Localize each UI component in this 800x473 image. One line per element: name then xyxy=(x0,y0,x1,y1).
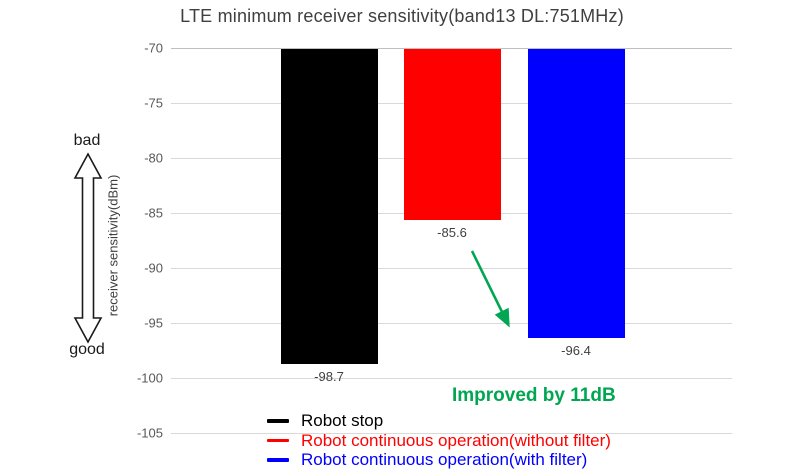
gridline xyxy=(171,433,732,434)
y-axis-tick-label: -70 xyxy=(144,40,163,56)
bad-label: bad xyxy=(73,132,101,149)
bad-good-double-arrow-icon xyxy=(73,152,103,344)
bar xyxy=(527,49,625,339)
y-axis-tick-label: -80 xyxy=(144,150,163,166)
y-axis-tick-label: -75 xyxy=(144,95,163,111)
legend-dash-icon xyxy=(267,458,289,462)
legend-label: Robot continuous operation(with filter) xyxy=(301,450,588,469)
y-axis-tick-label: -85 xyxy=(144,205,163,221)
bar-value-label: -85.6 xyxy=(437,224,467,240)
gridline xyxy=(171,48,732,49)
legend-item: Robot stop xyxy=(267,411,384,430)
y-axis-tick-label: -90 xyxy=(144,260,163,276)
legend-dash-icon xyxy=(267,438,289,443)
legend-label: Robot stop xyxy=(301,411,384,430)
y-axis-tick-label: -95 xyxy=(144,315,163,331)
legend-item: Robot continuous operation(with filter) xyxy=(267,450,588,469)
bar-value-label: -98.7 xyxy=(314,368,344,384)
gridline xyxy=(171,378,732,379)
bar xyxy=(403,49,501,220)
y-axis-tick-label: -100 xyxy=(136,370,163,386)
y-axis-tick-label: -105 xyxy=(136,425,163,441)
good-label: good xyxy=(69,341,105,358)
bar xyxy=(280,49,378,364)
gridline xyxy=(171,268,732,269)
improvement-annotation: Improved by 11dB xyxy=(452,385,616,406)
legend-dash-icon xyxy=(267,419,289,423)
legend-label: Robot continuous operation(without filte… xyxy=(301,430,611,450)
bar-value-label: -96.4 xyxy=(561,343,591,359)
chart-title: LTE minimum receiver sensitivity(band13 … xyxy=(180,6,624,26)
gridline xyxy=(171,323,732,324)
legend-item: Robot continuous operation(without filte… xyxy=(267,430,611,450)
